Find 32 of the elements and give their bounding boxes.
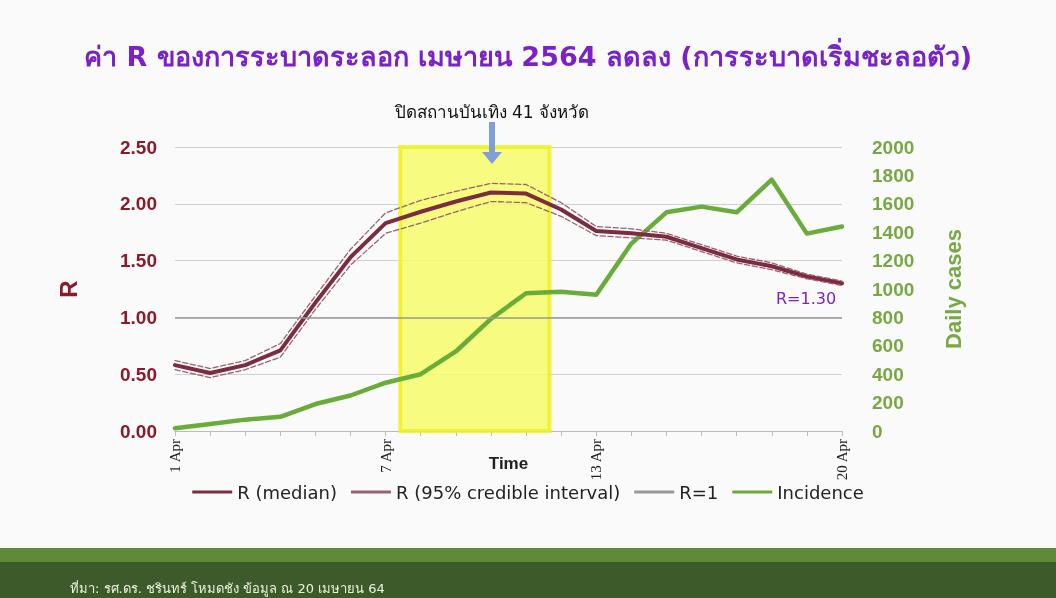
y2-tick-label: 1800 [872, 164, 915, 186]
y2-tick-label: 2000 [872, 136, 915, 158]
x-tick-label: 13 Apr [588, 439, 605, 481]
y2-tick-label: 0 [872, 420, 883, 442]
legend-label: R (median) [237, 481, 337, 503]
y2-tick-label: 1400 [872, 221, 915, 243]
y2-tick-label: 800 [872, 306, 904, 328]
y-tick-label: 2.50 [120, 136, 157, 158]
x-tick-label: 7 Apr [377, 439, 394, 473]
y-tick-label: 1.00 [120, 306, 157, 328]
y2-tick-label: 600 [872, 335, 904, 357]
y-tick-label: 0.50 [120, 363, 157, 385]
y-tick-label: 2.00 [120, 193, 157, 215]
y2-axis-title: Daily cases [940, 229, 966, 349]
y2-tick-label: 1000 [872, 278, 915, 300]
text: ที่มา: รศ.ดร. ชรินทร์ โหมดชัง ข้อมูล ณ 20 เมษายน 64 [70, 579, 385, 598]
y-tick-label: 0.00 [120, 420, 157, 442]
legend-label: R (95% credible interval) [395, 481, 621, 503]
y2-tick-label: 1600 [872, 193, 915, 215]
chart-title: ค่า R ของการระบาดระลอก เมษายน 2564 ลดลง (การระบาดเริ่มชะลอตัว) [83, 37, 973, 72]
x-tick-label: 1 Apr [167, 439, 183, 473]
y-tick-label: 1.50 [120, 250, 157, 272]
legend-label: R=1 [679, 481, 719, 503]
y2-tick-label: 200 [872, 392, 904, 414]
annotation: R=1.30 [776, 289, 837, 309]
text: ปิดสถานบันเทิง 41 จังหวัด [394, 101, 590, 124]
y2-tick-label: 400 [872, 363, 904, 385]
y2-tick-label: 1200 [872, 250, 915, 272]
legend-label: Incidence [777, 481, 864, 503]
x-axis-title: Time [488, 454, 529, 473]
x-tick-label: 20 Apr [834, 439, 850, 481]
y-axis-title: R [54, 280, 82, 298]
